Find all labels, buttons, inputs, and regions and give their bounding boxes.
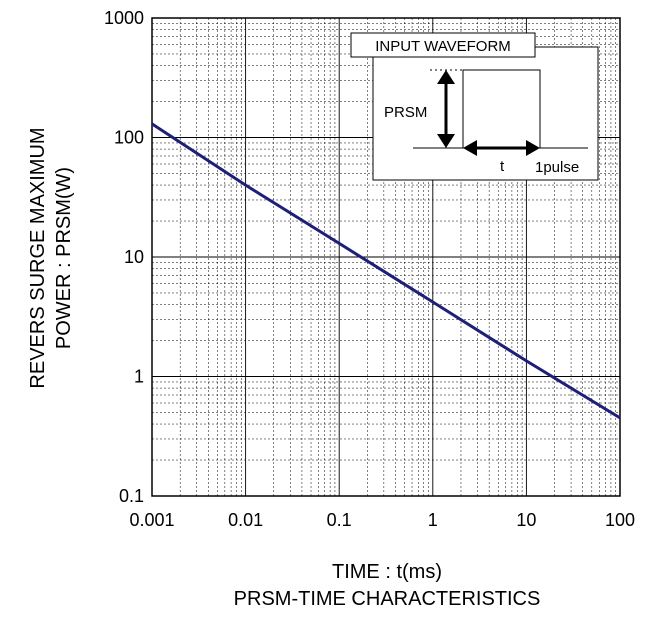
x-tick-label: 10 bbox=[516, 510, 536, 530]
y-axis-label-line1: REVERS SURGE MAXIMUM bbox=[27, 127, 49, 388]
y-axis-label-line2: POWER : PRSM(W) bbox=[53, 167, 75, 349]
amplitude-label: PRSM bbox=[384, 104, 427, 121]
x-tick-label: 0.1 bbox=[327, 510, 352, 530]
x-tick-label: 0.01 bbox=[228, 510, 263, 530]
time-arrow-left-head bbox=[463, 140, 477, 156]
y-tick-label: 10 bbox=[124, 247, 144, 267]
y-tick-label: 100 bbox=[114, 128, 144, 148]
x-tick-label: 0.001 bbox=[129, 510, 174, 530]
x-tick-label: 1 bbox=[428, 510, 438, 530]
time-arrow-right-head bbox=[526, 140, 540, 156]
x-tick-label: 100 bbox=[605, 510, 635, 530]
inset-box bbox=[372, 46, 599, 181]
y-tick-label: 1000 bbox=[104, 8, 144, 28]
series-layer bbox=[151, 122, 621, 420]
time-label: t bbox=[500, 158, 505, 175]
y-tick-labels: 0.1 1 10 100 1000 bbox=[104, 8, 144, 506]
input-waveform-inset: INPUT WAVEFORM PRSM t 1pulse bbox=[350, 32, 599, 181]
waveform-pulse bbox=[462, 69, 541, 148]
amplitude-arrow-down-head bbox=[437, 134, 455, 148]
y-tick-label: 0.1 bbox=[119, 486, 144, 506]
y-tick-label: 1 bbox=[134, 367, 144, 387]
plot-frame bbox=[151, 17, 621, 497]
inset-title: INPUT WAVEFORM bbox=[375, 38, 511, 55]
x-axis-label: TIME : t(ms) bbox=[332, 561, 442, 583]
amplitude-arrow-up-head bbox=[437, 70, 455, 84]
x-tick-labels: 0.001 0.01 0.1 1 10 100 bbox=[129, 510, 635, 530]
chart-title: PRSM-TIME CHARACTERISTICS bbox=[234, 588, 541, 610]
series-line bbox=[151, 122, 621, 420]
inset-title-box bbox=[350, 32, 536, 58]
pulse-label: 1pulse bbox=[535, 159, 579, 176]
